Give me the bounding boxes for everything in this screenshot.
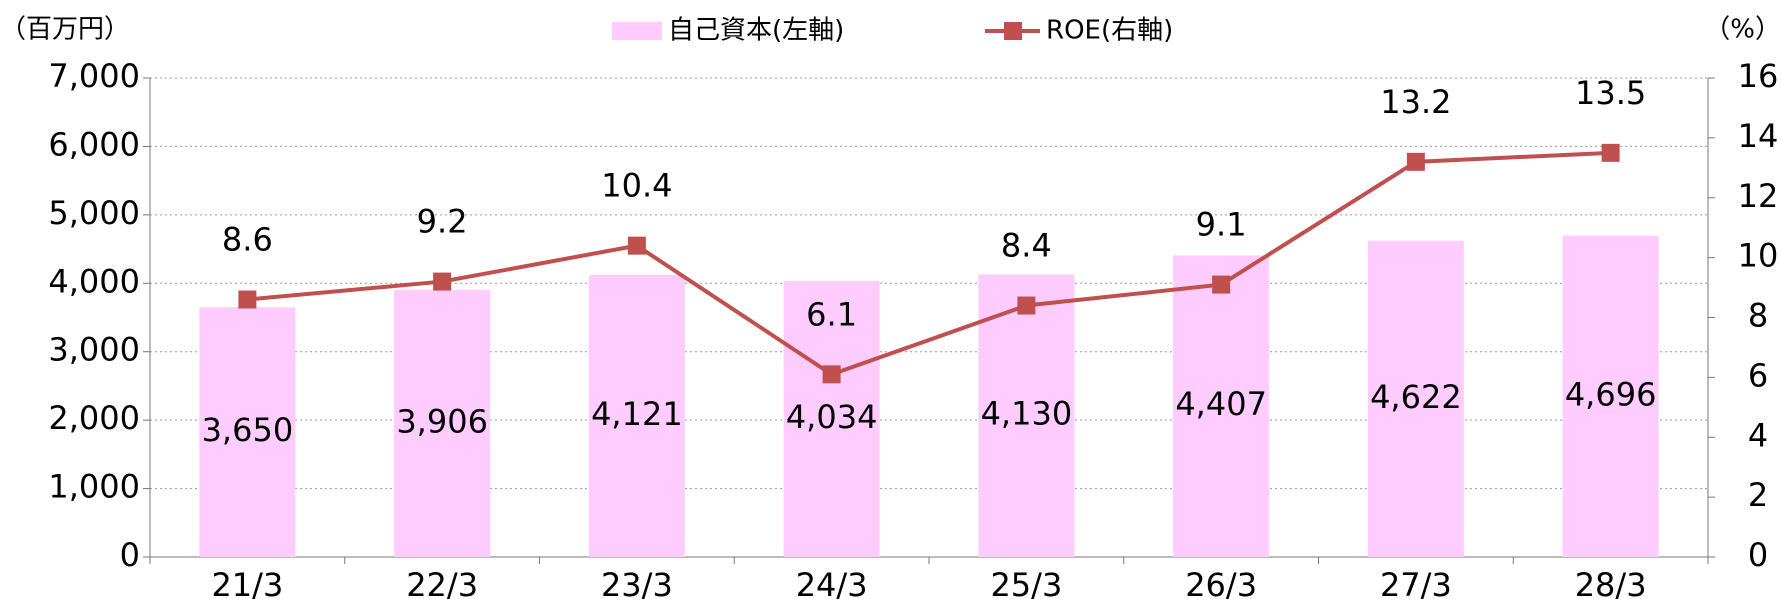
y-tick-label: 3,000: [48, 331, 140, 369]
roe-marker: [1601, 143, 1620, 162]
y-tick-label: 4,000: [48, 262, 140, 300]
bar: [1562, 235, 1659, 557]
y-tick-label: 0: [120, 536, 140, 574]
legend-swatch: [612, 22, 662, 40]
roe-marker: [627, 236, 646, 255]
bar-value-label: 4,622: [1370, 378, 1462, 416]
bar-value-label: 4,121: [591, 395, 683, 433]
x-tick-label: 26/3: [1185, 566, 1257, 599]
x-tick-label: 22/3: [406, 566, 478, 599]
x-tick-label: 28/3: [1575, 566, 1647, 599]
bar-value-label: 4,407: [1175, 385, 1267, 423]
x-tick-label: 21/3: [211, 566, 283, 599]
y2-tick-label: 6: [1748, 356, 1768, 394]
roe-marker: [433, 272, 452, 291]
y2-unit-label: （%）: [1704, 15, 1781, 45]
roe-marker: [1017, 296, 1036, 315]
bar: [1367, 240, 1464, 557]
y-tick-label: 6,000: [48, 125, 140, 163]
bar: [783, 280, 880, 557]
line-value-label: 6.1: [806, 295, 857, 333]
y2-tick-label: 12: [1738, 177, 1779, 215]
roe-marker: [1212, 275, 1231, 294]
x-tick-label: 23/3: [601, 566, 673, 599]
line-value-label: 13.2: [1380, 83, 1451, 121]
y2-tick-label: 0: [1748, 536, 1768, 574]
line-value-label: 9.2: [417, 203, 468, 241]
line-value-label: 8.4: [1001, 227, 1052, 265]
bar: [978, 274, 1075, 557]
bar-value-label: 3,906: [396, 402, 488, 440]
roe-line: [247, 150, 1611, 377]
x-tick-label: 27/3: [1380, 566, 1452, 599]
roe-marker: [822, 365, 841, 384]
bar-value-label: 3,650: [202, 411, 294, 449]
legend-label: ROE(右軸): [1046, 16, 1173, 46]
bar-value-label: 4,130: [981, 395, 1073, 433]
y2-tick-label: 4: [1748, 416, 1768, 454]
y2-tick-label: 16: [1738, 57, 1779, 95]
y-tick-label: 7,000: [48, 57, 140, 95]
y-tick-label: 1,000: [48, 468, 140, 506]
legend-swatch: [1004, 22, 1022, 40]
legend-label: 自己資本(左軸): [668, 16, 844, 46]
line-value-label: 8.6: [222, 221, 273, 259]
x-tick-label: 25/3: [990, 566, 1062, 599]
x-tick-label: 24/3: [796, 566, 868, 599]
bar-value-label: 4,696: [1565, 375, 1657, 413]
line-value-label: 10.4: [601, 167, 672, 205]
y-tick-label: 5,000: [48, 194, 140, 232]
bar: [199, 307, 296, 557]
y2-tick-label: 2: [1748, 476, 1768, 514]
bar-value-label: 4,034: [786, 398, 878, 436]
line-value-label: 13.5: [1575, 74, 1646, 112]
bar: [1173, 255, 1270, 557]
roe-marker: [238, 290, 257, 309]
bar: [394, 289, 491, 557]
y2-tick-label: 10: [1738, 237, 1779, 275]
line-value-label: 9.1: [1196, 206, 1247, 244]
y2-tick-label: 14: [1738, 117, 1779, 155]
y-tick-label: 2,000: [48, 399, 140, 437]
roe-marker: [1406, 152, 1425, 171]
y-unit-label: （百万円）: [0, 15, 130, 45]
y2-tick-label: 8: [1748, 297, 1768, 335]
bar: [588, 275, 685, 557]
